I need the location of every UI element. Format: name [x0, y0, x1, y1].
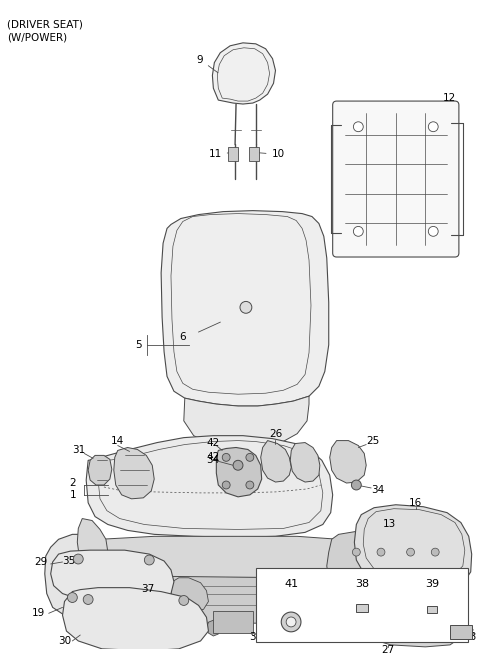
Text: 27: 27	[381, 645, 395, 655]
Polygon shape	[261, 441, 291, 482]
Circle shape	[351, 480, 361, 490]
Text: 11: 11	[208, 150, 230, 159]
Text: 25: 25	[366, 436, 380, 445]
FancyBboxPatch shape	[333, 101, 459, 257]
Text: 34: 34	[371, 485, 384, 495]
Text: 26: 26	[269, 428, 282, 439]
Text: 12: 12	[443, 93, 456, 103]
Text: 9: 9	[197, 54, 218, 73]
Text: (W/POWER): (W/POWER)	[7, 33, 67, 43]
Circle shape	[286, 617, 296, 627]
Text: 39: 39	[425, 579, 440, 589]
Circle shape	[222, 453, 230, 461]
Text: 1: 1	[70, 490, 76, 500]
Circle shape	[83, 594, 93, 604]
Circle shape	[240, 301, 252, 314]
Circle shape	[352, 548, 360, 556]
Text: 32: 32	[249, 632, 263, 642]
Polygon shape	[86, 436, 333, 537]
Bar	[356, 604, 368, 612]
Polygon shape	[92, 537, 348, 578]
Text: (DRIVER SEAT): (DRIVER SEAT)	[7, 19, 83, 29]
Polygon shape	[114, 447, 154, 499]
Circle shape	[246, 481, 254, 489]
Polygon shape	[88, 455, 112, 485]
Circle shape	[428, 226, 438, 236]
Text: 2: 2	[70, 478, 76, 488]
Text: 41: 41	[284, 579, 298, 589]
Bar	[256, 568, 468, 642]
Circle shape	[281, 612, 301, 632]
Circle shape	[222, 481, 230, 489]
Circle shape	[353, 226, 363, 236]
Circle shape	[428, 122, 438, 132]
Text: 35: 35	[62, 556, 75, 566]
Circle shape	[407, 548, 415, 556]
Circle shape	[431, 548, 439, 556]
Circle shape	[179, 596, 189, 605]
Text: 13: 13	[383, 520, 396, 529]
Polygon shape	[171, 578, 208, 611]
Text: 14: 14	[111, 436, 124, 445]
Circle shape	[353, 122, 363, 132]
Polygon shape	[356, 590, 467, 647]
Polygon shape	[212, 43, 276, 104]
Text: 29: 29	[34, 557, 48, 567]
Text: 33: 33	[323, 623, 336, 633]
Circle shape	[377, 548, 385, 556]
Circle shape	[73, 554, 83, 564]
Polygon shape	[327, 531, 450, 600]
Polygon shape	[216, 447, 262, 497]
Text: 28: 28	[461, 628, 475, 638]
Polygon shape	[161, 211, 329, 406]
Polygon shape	[104, 576, 354, 623]
Bar	[428, 606, 437, 613]
Polygon shape	[331, 590, 358, 623]
Polygon shape	[354, 504, 472, 592]
Text: 34: 34	[206, 455, 219, 465]
Text: 42: 42	[207, 438, 220, 447]
Circle shape	[246, 453, 254, 461]
Text: 10: 10	[257, 150, 285, 159]
Bar	[228, 148, 238, 161]
Text: 16: 16	[409, 498, 422, 508]
Circle shape	[233, 461, 243, 470]
Text: 37: 37	[141, 584, 154, 594]
Text: 31: 31	[72, 445, 85, 455]
Text: 6: 6	[180, 332, 186, 342]
Bar	[214, 611, 253, 633]
Text: 28: 28	[453, 632, 476, 642]
Text: 5: 5	[135, 340, 142, 350]
Text: 38: 38	[355, 579, 369, 589]
Polygon shape	[62, 588, 208, 651]
Text: 19: 19	[32, 608, 46, 619]
Polygon shape	[330, 441, 366, 483]
Circle shape	[144, 555, 154, 565]
Circle shape	[68, 592, 77, 602]
Polygon shape	[290, 443, 320, 482]
Polygon shape	[45, 535, 104, 621]
Polygon shape	[184, 396, 309, 449]
Polygon shape	[206, 620, 220, 636]
Polygon shape	[77, 518, 108, 570]
Polygon shape	[187, 615, 201, 631]
Text: 30: 30	[58, 636, 71, 646]
Text: 42: 42	[207, 453, 220, 462]
Bar	[249, 148, 259, 161]
Bar	[450, 625, 472, 639]
Polygon shape	[51, 550, 174, 604]
